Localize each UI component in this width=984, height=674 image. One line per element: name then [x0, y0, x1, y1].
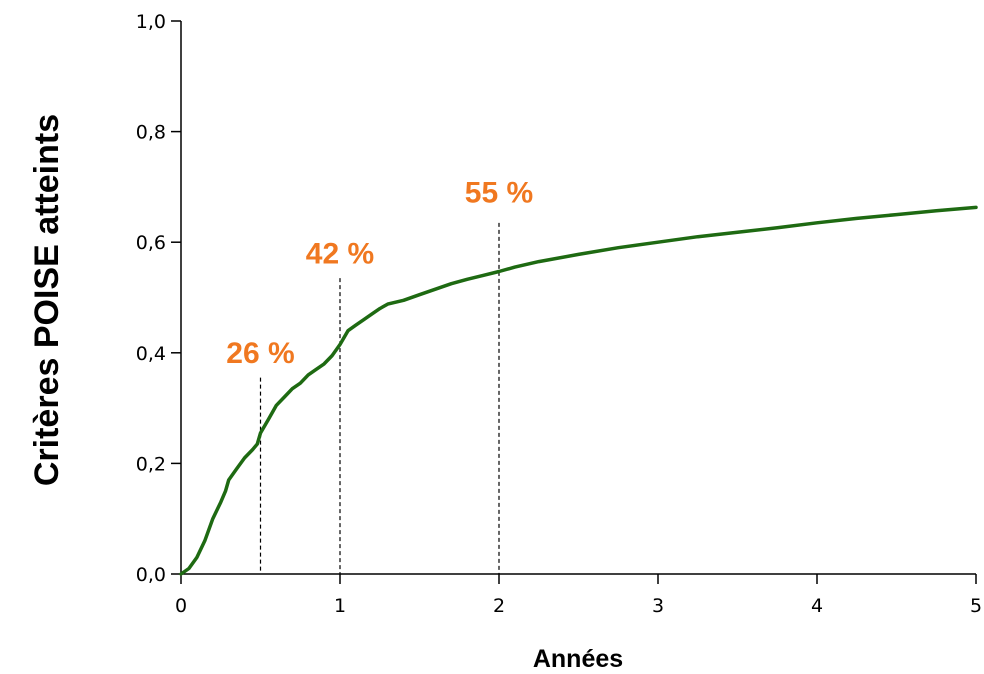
percent-annotation: 42 % — [306, 237, 374, 270]
y-tick-label: 0,2 — [136, 453, 166, 475]
y-tick-label: 0,6 — [136, 232, 166, 254]
axes: 0,0 0,2 0,4 0,6 0,8 1,0 0 1 2 3 4 5 — [136, 11, 982, 617]
y-tick-label: 0,8 — [136, 122, 166, 144]
x-axis-title: Années — [533, 645, 623, 673]
x-tick-label: 0 — [175, 595, 187, 617]
x-tick-label: 4 — [811, 595, 823, 617]
x-tick-label: 1 — [334, 595, 346, 617]
annotations: 26 % 42 % 55 % — [226, 176, 533, 369]
percent-annotation: 55 % — [465, 176, 533, 209]
y-axis-title: Critères POISE atteints — [28, 114, 66, 486]
y-tick-label: 1,0 — [136, 11, 166, 33]
reference-lines — [259, 222, 500, 574]
x-tick-label: 5 — [970, 595, 982, 617]
y-tick-label: 0,0 — [136, 564, 166, 586]
percent-annotation: 26 % — [226, 337, 294, 370]
x-tick-label: 2 — [493, 595, 505, 617]
x-tick-label: 3 — [652, 595, 664, 617]
series-group — [179, 205, 978, 576]
y-tick-label: 0,4 — [136, 343, 166, 365]
series-line — [179, 205, 978, 576]
